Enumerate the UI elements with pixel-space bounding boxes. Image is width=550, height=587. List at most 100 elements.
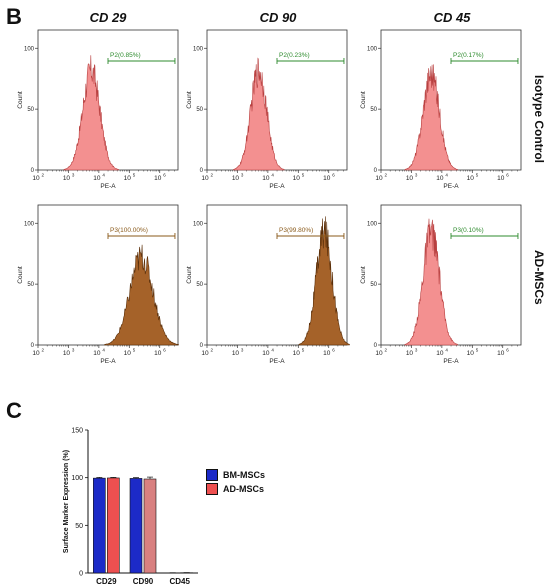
x-tick-exponent: 5 — [302, 173, 305, 178]
x-tick-exponent: 4 — [445, 348, 448, 353]
y-tick-label: 100 — [24, 221, 35, 227]
bar-category-label: CD45 — [169, 577, 190, 586]
y-tick-label: 50 — [196, 282, 203, 288]
x-tick-exponent: 5 — [302, 348, 305, 353]
histogram-frame — [206, 29, 348, 171]
x-tick-label: 10 — [436, 350, 444, 357]
surface-marker-bar-chart: 0 50 100 150 Surface Marker Expression (%) CD… — [63, 428, 198, 586]
x-tick-label: 10 — [63, 175, 71, 182]
gate-label: P2(0.85%) — [110, 52, 141, 59]
y-axis-label: Count — [360, 266, 367, 284]
x-tick-label: 10 — [406, 175, 414, 182]
bar — [93, 477, 106, 574]
bar — [107, 477, 120, 574]
histogram-distribution — [63, 55, 119, 171]
x-axis-label: PE-A — [443, 183, 459, 190]
bar-y-tick-label: 150 — [71, 428, 83, 435]
x-tick-exponent: 3 — [241, 348, 244, 353]
legend-item-ad-mscs: AD-MSCs — [206, 482, 265, 496]
histogram-distribution — [298, 216, 350, 346]
y-tick-label: 50 — [196, 107, 203, 113]
x-tick-label: 10 — [93, 175, 101, 182]
histogram-distribution — [233, 57, 285, 171]
x-tick-exponent: 6 — [506, 173, 509, 178]
x-tick-exponent: 2 — [211, 173, 214, 178]
x-tick-exponent: 4 — [445, 173, 448, 178]
x-tick-label: 10 — [375, 175, 383, 182]
x-tick-exponent: 4 — [102, 348, 105, 353]
x-tick-exponent: 5 — [133, 348, 136, 353]
x-axis-label: PE-A — [269, 183, 285, 190]
gate-label: P3(99.80%) — [279, 227, 313, 234]
y-tick-label: 100 — [193, 221, 204, 227]
y-tick-label: 100 — [367, 46, 378, 52]
y-tick-label: 0 — [374, 168, 378, 174]
x-tick-exponent: 4 — [271, 173, 274, 178]
x-tick-label: 10 — [467, 350, 475, 357]
y-tick-label: 50 — [27, 282, 34, 288]
y-tick-label: 100 — [24, 46, 35, 52]
x-tick-label: 10 — [232, 350, 240, 357]
x-tick-label: 10 — [124, 175, 132, 182]
x-tick-exponent: 4 — [102, 173, 105, 178]
x-tick-label: 10 — [436, 175, 444, 182]
histogram-frame — [380, 204, 522, 346]
x-tick-label: 10 — [201, 350, 209, 357]
histogram-frame — [37, 29, 179, 171]
x-tick-exponent: 6 — [506, 348, 509, 353]
gate-label: P3(0.10%) — [453, 227, 484, 234]
y-tick-label: 0 — [200, 343, 204, 349]
histogram-distribution — [404, 64, 458, 171]
x-tick-label: 10 — [293, 175, 301, 182]
x-tick-exponent: 3 — [72, 348, 75, 353]
x-tick-label: 10 — [154, 175, 162, 182]
bar-category-label: CD90 — [133, 577, 154, 586]
x-tick-label: 10 — [63, 350, 71, 357]
y-tick-label: 100 — [367, 221, 378, 227]
bar-chart-legend: BM-MSCs AD-MSCs — [206, 468, 265, 496]
column-title-cd45: CD 45 — [433, 10, 471, 25]
bar-y-tick-label: 50 — [75, 523, 83, 530]
y-axis-label: Count — [186, 91, 193, 109]
x-tick-exponent: 5 — [133, 173, 136, 178]
y-tick-label: 50 — [27, 107, 34, 113]
column-title-cd90: CD 90 — [259, 10, 297, 25]
x-axis-label: PE-A — [100, 183, 116, 190]
legend-label-bm-mscs: BM-MSCs — [223, 470, 265, 480]
x-tick-exponent: 3 — [415, 348, 418, 353]
legend-item-bm-mscs: BM-MSCs — [206, 468, 265, 482]
y-axis-label: Count — [17, 266, 24, 284]
x-tick-label: 10 — [93, 350, 101, 357]
gate-label: P3(100.00%) — [110, 227, 148, 234]
y-tick-label: 0 — [374, 343, 378, 349]
legend-swatch-bm-mscs — [206, 469, 218, 481]
x-tick-exponent: 2 — [385, 348, 388, 353]
x-tick-label: 10 — [375, 350, 383, 357]
x-axis-label: PE-A — [443, 358, 459, 365]
panel-b-label: B — [6, 4, 22, 29]
x-tick-exponent: 6 — [332, 173, 335, 178]
histogram-distribution — [104, 244, 179, 346]
y-tick-label: 0 — [31, 343, 35, 349]
legend-label-ad-mscs: AD-MSCs — [223, 484, 265, 494]
y-tick-label: 0 — [31, 168, 35, 174]
bar-y-tick-label: 100 — [71, 475, 83, 482]
x-tick-label: 10 — [323, 350, 331, 357]
x-tick-exponent: 2 — [211, 348, 214, 353]
bar — [143, 478, 157, 574]
x-tick-exponent: 3 — [72, 173, 75, 178]
x-tick-exponent: 6 — [163, 348, 166, 353]
x-tick-exponent: 2 — [385, 173, 388, 178]
x-tick-label: 10 — [323, 175, 331, 182]
x-tick-label: 10 — [201, 175, 209, 182]
x-tick-label: 10 — [32, 175, 40, 182]
x-tick-label: 10 — [32, 350, 40, 357]
bar-category-label: CD29 — [96, 577, 117, 586]
x-tick-exponent: 3 — [415, 173, 418, 178]
x-tick-exponent: 6 — [332, 348, 335, 353]
